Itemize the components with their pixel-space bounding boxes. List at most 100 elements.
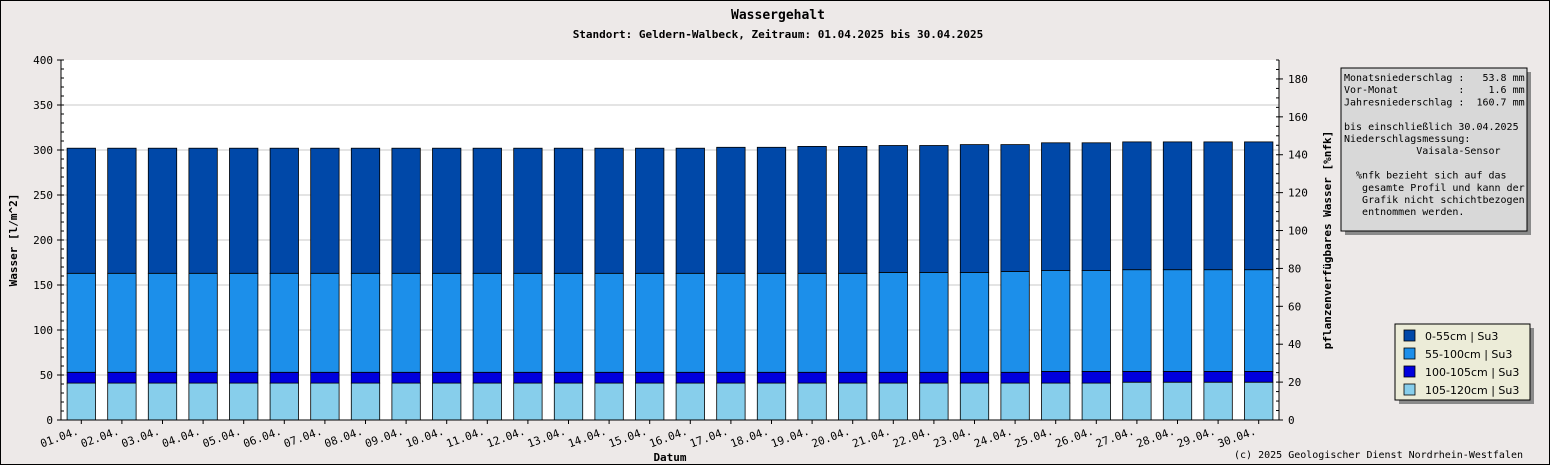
y-tick-label: 0 [46, 414, 53, 427]
legend-label: 100-105cm | Su3 [1425, 366, 1519, 379]
y-tick-label: 300 [33, 144, 53, 157]
bar-segment [878, 371, 908, 384]
bar-segment [959, 144, 990, 273]
bar-segment [1244, 141, 1274, 271]
y-tick-label: 100 [33, 324, 53, 337]
bar-segment [1000, 271, 1030, 373]
legend-swatch [1403, 329, 1416, 342]
bar-segment [838, 382, 868, 421]
bar-segment [1244, 381, 1274, 421]
bar-segment [513, 272, 543, 373]
info-line: gesamte Profil und kann der [1344, 183, 1525, 194]
bar-segment [959, 382, 990, 421]
info-line: Monatsniederschlag : 53.8 mm [1344, 73, 1525, 84]
chart-title: Wassergehalt [731, 8, 825, 23]
bar-segment [310, 272, 340, 373]
copyright-footer: (c) 2025 Geologischer Dienst Nordrhein-W… [1234, 450, 1523, 461]
bar-segment [756, 146, 787, 274]
bar-segment [1081, 142, 1111, 272]
bar-segment [147, 147, 178, 274]
bar-segment [1081, 382, 1111, 421]
y-tick-label: 350 [33, 99, 53, 112]
bars-layer [66, 141, 1274, 421]
bar-segment [1041, 142, 1071, 272]
legend-swatch [1403, 365, 1416, 378]
bar-segment [188, 382, 218, 421]
bar-segment [391, 371, 421, 384]
y2-tick-label: 80 [1288, 262, 1301, 275]
bar-segment [1203, 269, 1233, 372]
bar-segment [553, 371, 584, 384]
bar-segment [107, 382, 137, 421]
bar-segment [1162, 381, 1193, 421]
bar-segment [350, 147, 381, 274]
y2-tick-label: 40 [1288, 338, 1301, 351]
bar-segment [107, 272, 137, 373]
bar-segment [147, 272, 178, 373]
bar-segment [1244, 269, 1274, 372]
bar-segment [1000, 144, 1030, 272]
legend-frame [1394, 323, 1531, 401]
bar-segment [1081, 370, 1111, 384]
bar-segment [1203, 381, 1233, 421]
bar-segment [472, 147, 502, 274]
bar-segment [716, 382, 746, 421]
bar-segment [107, 147, 137, 274]
grid-layer [61, 104, 1279, 376]
y2-axis-title: pflanzenverfügbares Wasser [%nfk] [1321, 131, 1334, 350]
bar-segment [675, 371, 705, 384]
bar-segment [350, 371, 381, 384]
bar-segment [107, 371, 137, 384]
bar-segment [1041, 270, 1071, 372]
info-line: Vaisala-Sensor [1344, 146, 1501, 157]
bar-segment [269, 147, 299, 274]
bar-segment [878, 145, 908, 273]
y-tick-label: 150 [33, 279, 53, 292]
bar-segment [797, 382, 827, 421]
bar-segment [553, 272, 584, 373]
bar-segment [513, 147, 543, 274]
bar-segment [147, 371, 178, 384]
bar-segment [66, 272, 96, 373]
info-line: bis einschließlich 30.04.2025 [1344, 122, 1519, 133]
bar-segment [513, 382, 543, 421]
legend: 0-55cm | Su3 55-100cm | Su3 100-105cm | Su… [1394, 323, 1534, 404]
bar-segment [391, 272, 421, 373]
bar-segment [310, 371, 340, 384]
bar-segment [310, 382, 340, 421]
bar-segment [594, 382, 624, 421]
bar-segment [269, 371, 299, 384]
bar-segment [756, 272, 787, 373]
bar-segment [756, 371, 787, 384]
bar-segment [797, 145, 827, 274]
bar-segment [432, 147, 462, 274]
bar-segment [229, 371, 259, 384]
bar-segment [472, 371, 502, 384]
bar-segment [1041, 370, 1071, 384]
bar-segment [269, 272, 299, 373]
bar-segment [878, 382, 908, 421]
bar-segment [269, 382, 299, 421]
bar-segment [675, 382, 705, 421]
bar-segment [959, 371, 990, 384]
bar-segment [1203, 141, 1233, 271]
legend-label: 105-120cm | Su3 [1425, 384, 1519, 397]
bar-segment [878, 271, 908, 373]
bar-segment [350, 272, 381, 373]
y2-tick-label: 180 [1288, 73, 1308, 86]
bar-segment [1000, 371, 1030, 384]
bar-segment [716, 146, 746, 274]
bar-segment [716, 371, 746, 384]
bar-segment [635, 382, 665, 421]
bar-segment [188, 147, 218, 274]
bar-segment [229, 147, 259, 274]
bar-segment [553, 147, 584, 274]
y2-tick-label: 160 [1288, 111, 1308, 124]
legend-label: 55-100cm | Su3 [1425, 348, 1512, 361]
y-tick-label: 200 [33, 234, 53, 247]
info-line: Niederschlagsmessung: [1344, 134, 1470, 145]
bar-segment [959, 271, 990, 373]
bar-segment [594, 272, 624, 373]
